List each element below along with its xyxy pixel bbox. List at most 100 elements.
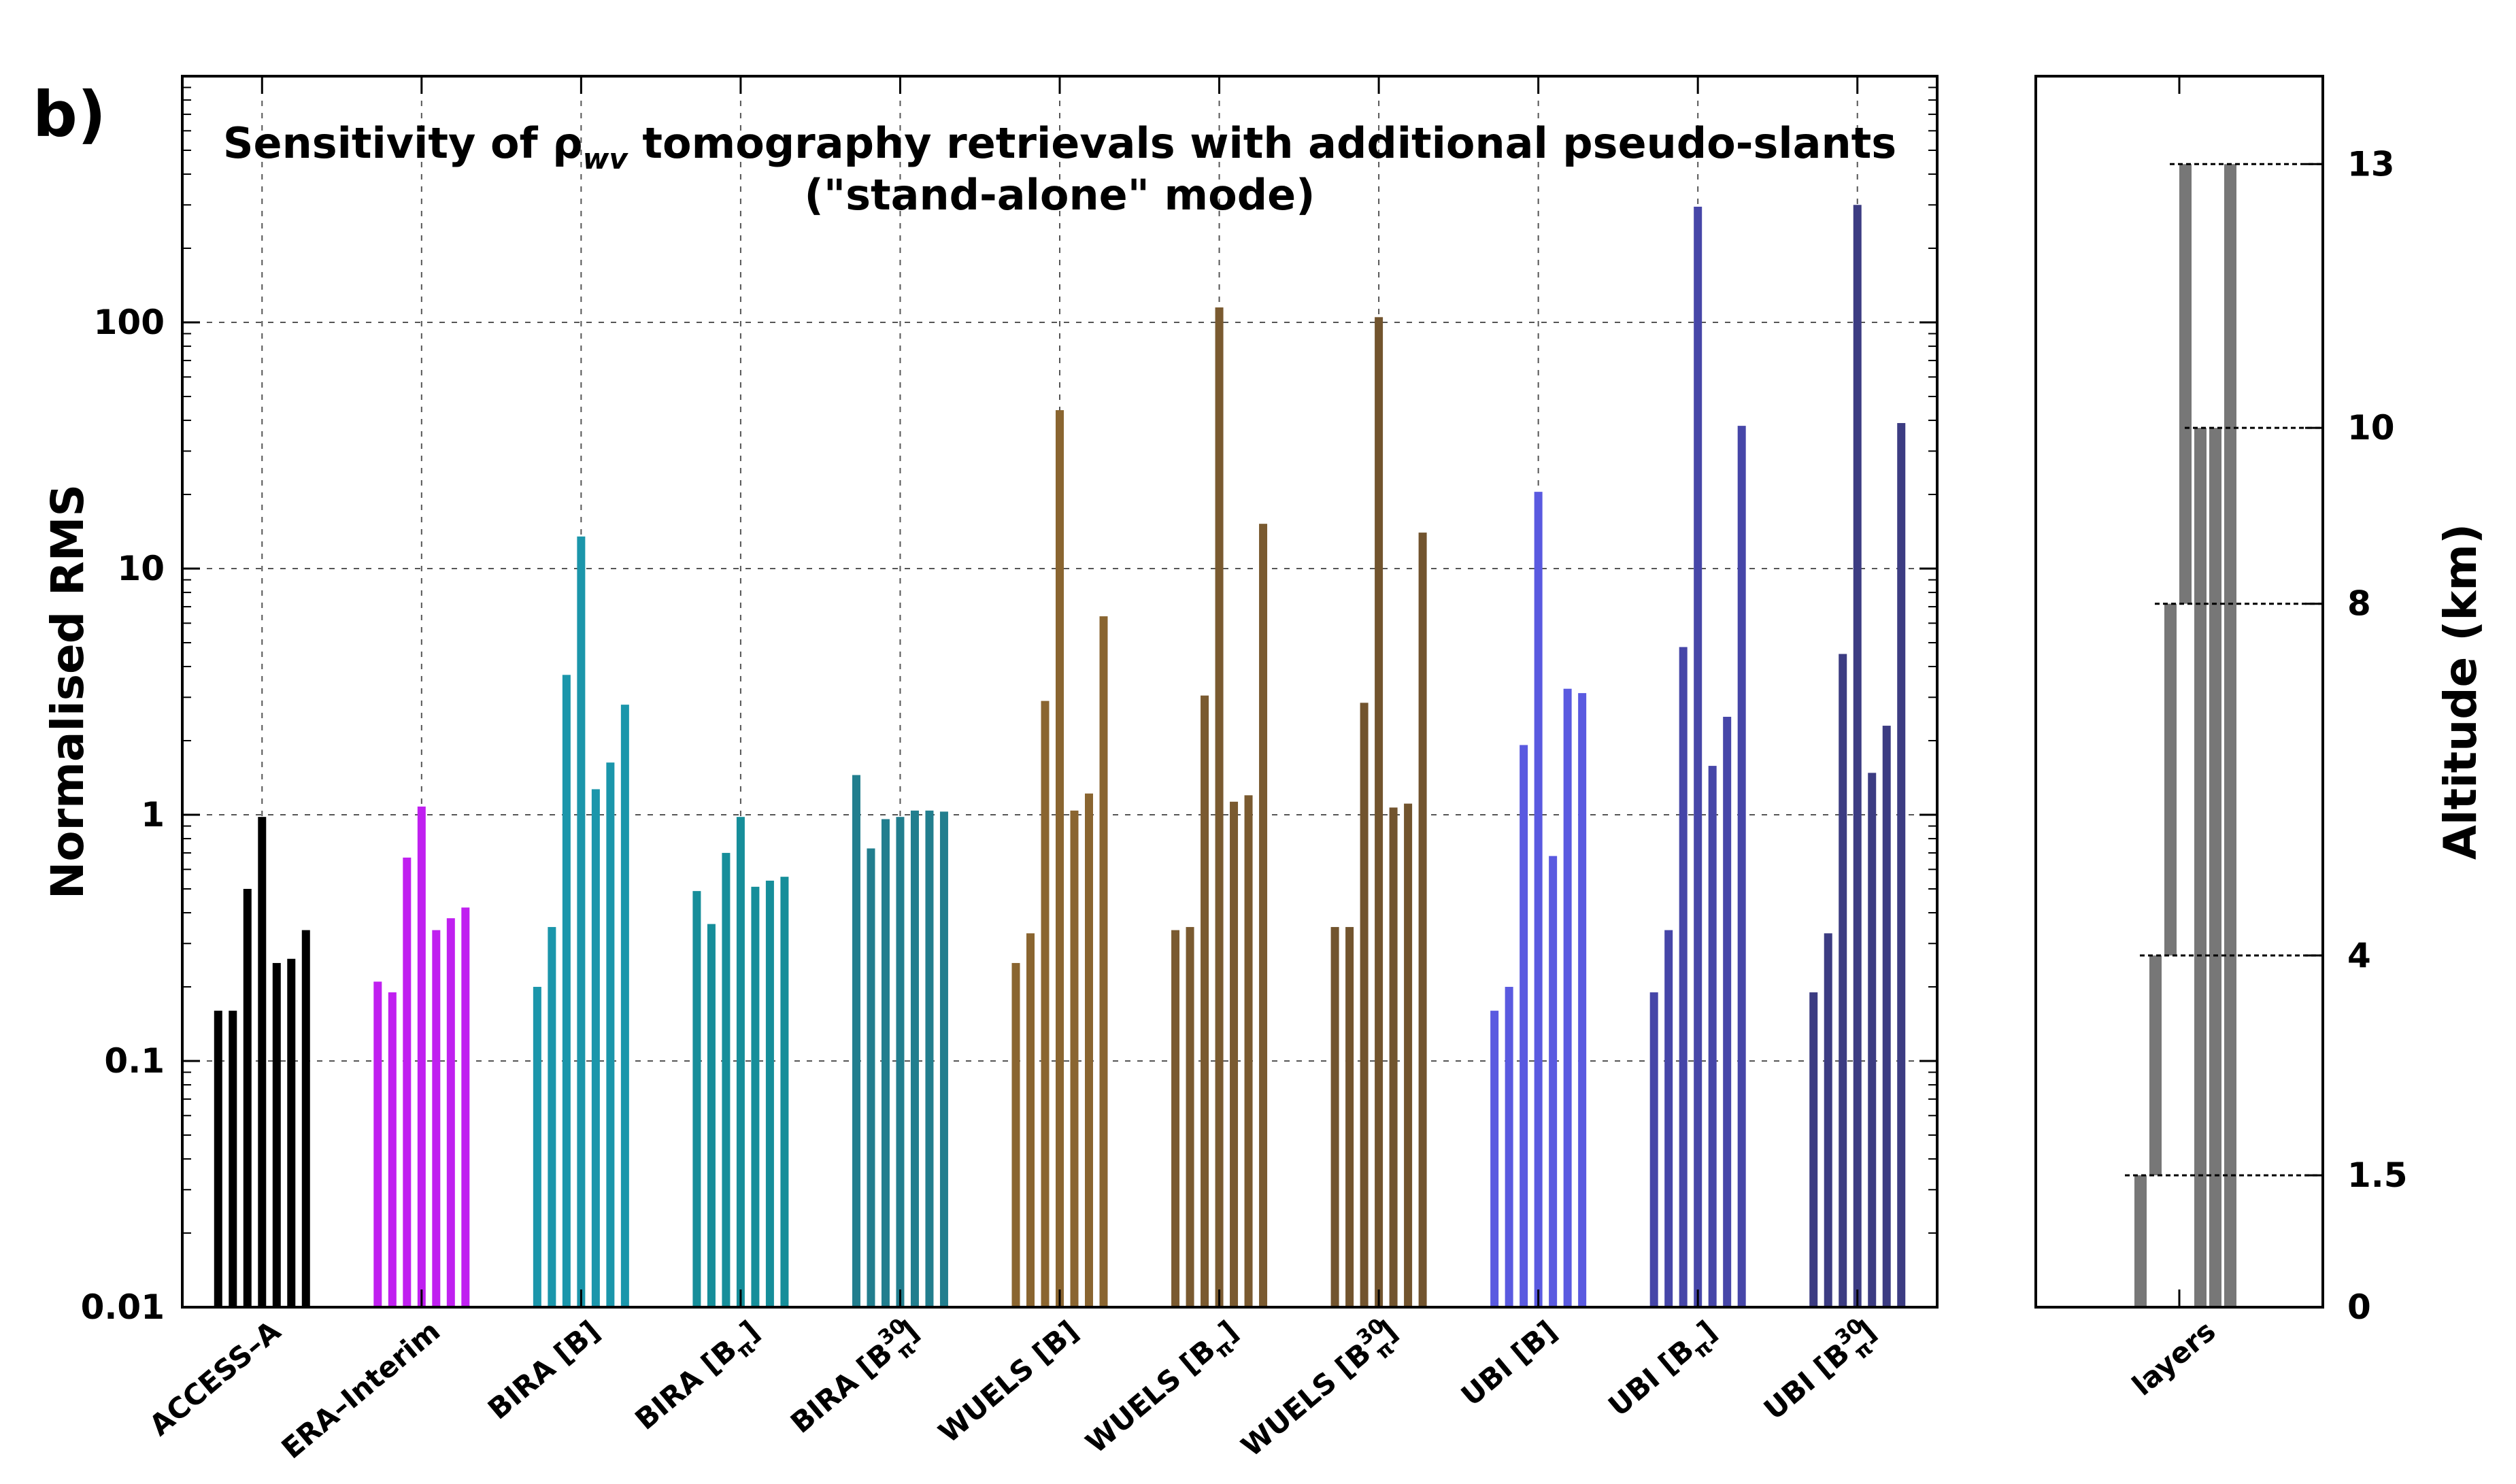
bar — [1360, 703, 1369, 1307]
bar — [432, 930, 441, 1307]
bar — [910, 810, 919, 1307]
bar — [301, 930, 310, 1307]
bar — [1897, 423, 1906, 1307]
bar — [1330, 927, 1339, 1307]
bar — [1853, 205, 1862, 1307]
layer-bar — [2179, 164, 2192, 604]
bar — [1099, 616, 1108, 1307]
bar — [1389, 807, 1398, 1307]
bar — [577, 536, 586, 1308]
bar — [243, 888, 252, 1307]
bar — [881, 819, 890, 1307]
bar — [533, 987, 541, 1307]
bar — [446, 918, 455, 1307]
bar — [736, 817, 745, 1307]
bar — [1011, 962, 1020, 1307]
bar — [1520, 745, 1528, 1307]
bar — [1868, 773, 1877, 1307]
bar — [272, 962, 281, 1307]
bar — [1839, 654, 1847, 1307]
bar — [1056, 410, 1064, 1308]
bar — [765, 880, 774, 1307]
bar — [1490, 1011, 1499, 1307]
layer-bar — [2194, 428, 2207, 1308]
y-tick-label: 0.01 — [81, 1287, 165, 1327]
bar — [1694, 206, 1703, 1307]
bar — [751, 886, 760, 1307]
bar — [1534, 492, 1543, 1308]
bar — [692, 891, 701, 1307]
layers-y-tick-label: 1.5 — [2347, 1156, 2408, 1195]
layers-y-tick-label: 4 — [2347, 936, 2371, 975]
category-label: WUELS [B] — [933, 1314, 1085, 1449]
main-ytick-labels: 0.01 0.1 1 10 100 — [81, 303, 165, 1327]
category-label: ACCESS–A — [143, 1314, 287, 1443]
category-label: WUELS [B30π] — [1231, 1310, 1409, 1470]
category-label: WUELS [Bπ] — [1079, 1314, 1249, 1465]
bar — [214, 1011, 222, 1307]
bar — [925, 810, 934, 1307]
category-label: BIRA [Bπ] — [628, 1314, 769, 1441]
y-tick-label: 1 — [141, 795, 165, 834]
bar — [1186, 927, 1194, 1307]
bar — [1505, 987, 1513, 1307]
category-label: UBI [B30π] — [1754, 1310, 1888, 1432]
bar — [1085, 793, 1093, 1307]
bar — [417, 806, 426, 1307]
bar — [1723, 716, 1732, 1307]
bar — [1404, 803, 1413, 1307]
bar — [403, 857, 412, 1307]
y-tick-label: 10 — [117, 549, 165, 588]
bar — [1563, 688, 1572, 1307]
bar — [939, 811, 948, 1307]
bar — [562, 675, 571, 1307]
bar — [388, 992, 397, 1307]
bar — [1215, 307, 1224, 1308]
bar — [1244, 795, 1253, 1307]
layers-y-tick-label: 10 — [2347, 408, 2395, 448]
layers-category-label: layers — [2126, 1314, 2221, 1402]
bar — [1824, 933, 1832, 1307]
bar — [1708, 766, 1717, 1307]
bar — [707, 924, 716, 1307]
bar — [620, 705, 629, 1307]
bar — [1418, 533, 1427, 1308]
bar — [722, 853, 731, 1307]
bar — [1549, 856, 1558, 1307]
y-tick-label: 0.1 — [104, 1041, 165, 1081]
bar — [896, 817, 905, 1307]
bar — [1679, 647, 1688, 1307]
bar — [591, 789, 600, 1307]
bar — [1578, 693, 1587, 1307]
bar — [373, 981, 382, 1307]
bar — [1882, 726, 1891, 1307]
layers-y-axis-label: Altitude (km) — [2434, 524, 2487, 860]
bar — [548, 927, 556, 1307]
panel-label: b) — [33, 78, 106, 151]
bar — [606, 762, 615, 1307]
bar — [258, 817, 267, 1307]
category-label: BIRA [B30π] — [781, 1310, 930, 1446]
bar — [1809, 992, 1818, 1307]
layer-bar — [2134, 1175, 2147, 1307]
category-label: ERA–Interim — [275, 1314, 447, 1465]
bar — [461, 907, 470, 1307]
bar — [1375, 317, 1383, 1307]
layers-ticks — [2178, 76, 2323, 1309]
bar — [1230, 801, 1239, 1307]
layers-y-tick-label: 8 — [2347, 584, 2371, 624]
layer-bar — [2149, 955, 2162, 1176]
layers-boundary-lines — [2125, 163, 2323, 1177]
category-label: UBI [B] — [1455, 1314, 1563, 1413]
layer-bar — [2164, 603, 2177, 956]
main-ticks — [182, 76, 1937, 1309]
chart-title-line1: Sensitivity of ρwv tomography retrievals… — [223, 118, 1896, 175]
layers-chart: 0 1.5 4 8 10 13 layers Altitude (km) — [2034, 75, 2487, 1402]
bar — [1664, 930, 1673, 1307]
layers-ytick-labels: 0 1.5 4 8 10 13 — [2347, 144, 2408, 1327]
bar — [229, 1011, 237, 1307]
bar — [1201, 695, 1209, 1307]
bar — [1259, 524, 1268, 1307]
